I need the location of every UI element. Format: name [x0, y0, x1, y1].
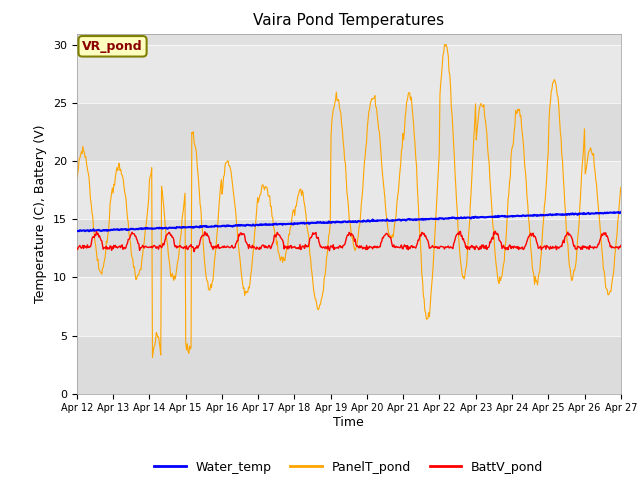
X-axis label: Time: Time — [333, 416, 364, 429]
Bar — [77, 45, 621, 103]
Text: VR_pond: VR_pond — [82, 40, 143, 53]
Legend: Water_temp, PanelT_pond, BattV_pond: Water_temp, PanelT_pond, BattV_pond — [149, 456, 548, 479]
Y-axis label: Temperature (C), Battery (V): Temperature (C), Battery (V) — [35, 124, 47, 303]
Bar — [77, 277, 621, 336]
Bar — [77, 103, 621, 161]
Bar — [77, 336, 621, 394]
Bar — [77, 219, 621, 277]
Title: Vaira Pond Temperatures: Vaira Pond Temperatures — [253, 13, 444, 28]
Bar — [77, 161, 621, 219]
